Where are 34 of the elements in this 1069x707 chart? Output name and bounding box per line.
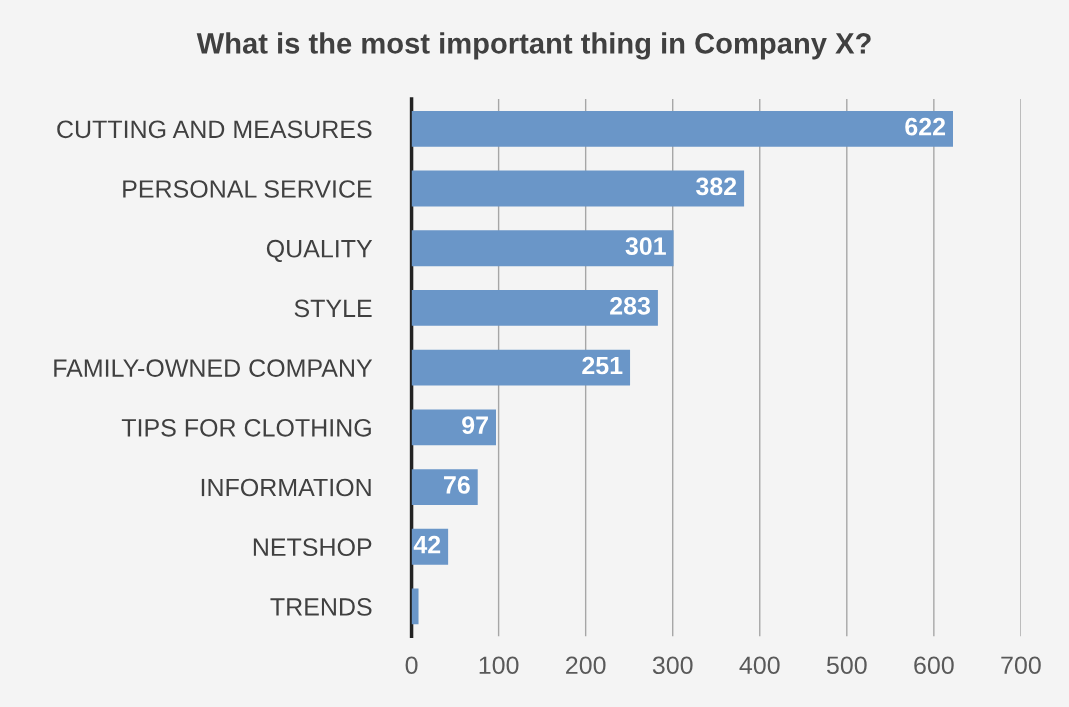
data-label: 301 (625, 237, 666, 255)
bar (411, 349, 631, 386)
y-tick-label: TIPS FOR CLOTHING (121, 418, 371, 437)
y-tick-label: NETSHOP (253, 538, 372, 557)
y-tick-label: QUALITY (266, 239, 373, 263)
x-tick-label: 700 (1001, 656, 1041, 675)
bar (411, 110, 953, 147)
x-tick-label: 400 (739, 656, 780, 675)
data-label: 42 (413, 535, 441, 554)
y-tick-label: STYLE (294, 299, 372, 318)
x-tick-label: 500 (826, 656, 867, 675)
x-tick-label: 100 (479, 656, 519, 675)
x-tick-label: 600 (914, 656, 954, 675)
y-tick-label: TRENDS (270, 598, 372, 616)
data-label: 283 (610, 296, 651, 315)
chart-title: What is the most important thing in Company X? (196, 32, 871, 60)
data-label: 622 (905, 117, 946, 136)
y-tick-label: CUTTING AND MEASURES (57, 120, 372, 139)
y-tick-label: PERSONAL SERVICE (123, 180, 372, 198)
y-tick-label: FAMILY-OWNED COMPANY (54, 359, 373, 377)
bar (411, 170, 745, 207)
data-label: 76 (444, 476, 470, 494)
bar (411, 469, 478, 505)
bar (411, 230, 674, 267)
y-tick-label: INFORMATION (201, 478, 371, 497)
data-label: 97 (462, 416, 488, 435)
data-label: 251 (582, 356, 623, 375)
bar (411, 290, 658, 326)
bar (411, 409, 496, 446)
x-tick-label: 200 (566, 656, 606, 675)
x-tick-label: 0 (405, 656, 418, 675)
bar (411, 588, 419, 625)
x-tick-label: 300 (652, 656, 693, 675)
data-label: 382 (695, 177, 737, 196)
